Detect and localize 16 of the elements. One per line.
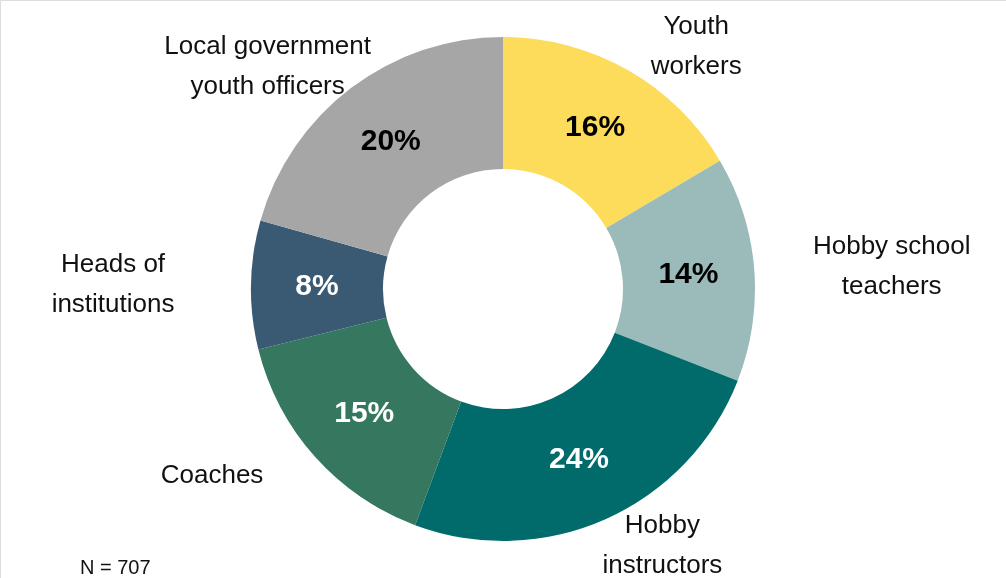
data-label: 14% <box>658 255 719 289</box>
data-label: 15% <box>334 394 395 428</box>
slice-label: Hobby instructors <box>602 508 723 578</box>
slice-label: Heads of institutions <box>51 248 175 319</box>
slice-label: Hobby school teachers <box>812 230 971 301</box>
donut-slice <box>251 220 388 350</box>
donut-slice <box>415 332 738 541</box>
data-label: 8% <box>295 267 339 301</box>
data-label: 16% <box>565 109 626 143</box>
slice-label: Local government youth officers <box>164 29 372 100</box>
slice-label: Youth workers <box>649 9 742 80</box>
text: N = 707 <box>80 556 151 578</box>
donut-slice <box>606 160 755 381</box>
slice-label: Coaches <box>160 459 264 490</box>
data-label: 20% <box>360 122 421 156</box>
data-label: 24% <box>549 440 610 474</box>
